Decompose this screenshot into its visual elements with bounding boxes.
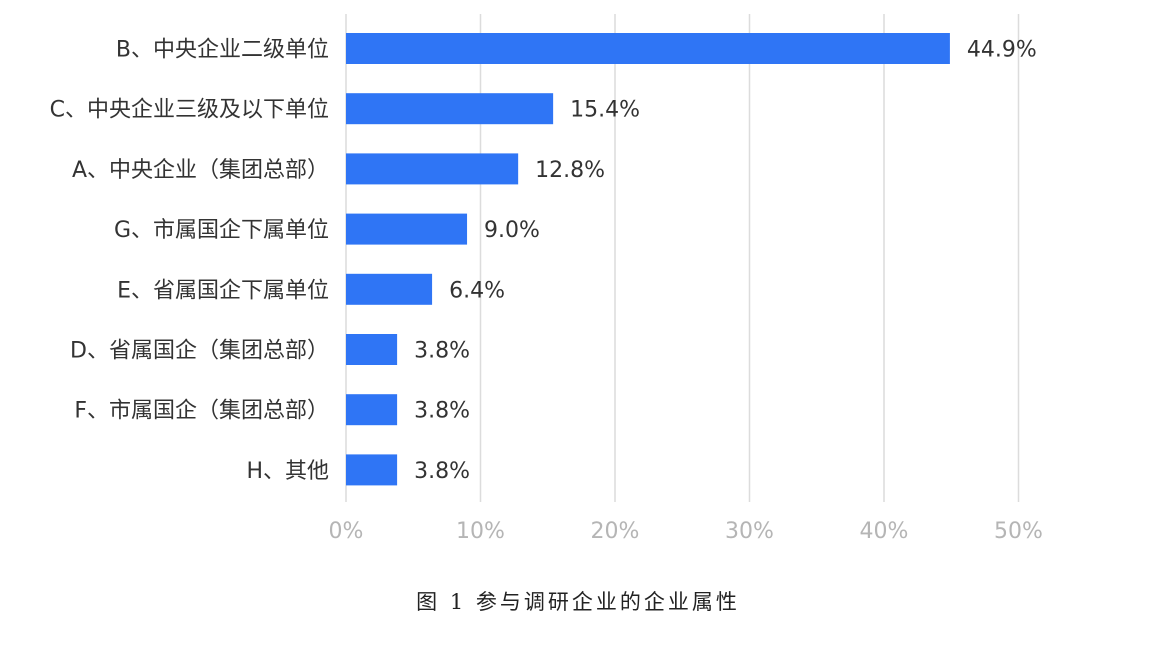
gridlines	[345, 14, 1020, 502]
bar	[346, 33, 950, 64]
value-label: 3.8%	[414, 459, 470, 484]
category-label: C、中央企业三级及以下单位	[50, 98, 329, 123]
category-labels: B、中央企业二级单位 C、中央企业三级及以下单位 A、中央企业（集团总部） G、市属国…	[50, 38, 329, 484]
value-label: 15.4%	[570, 98, 640, 123]
value-label: 44.9%	[967, 38, 1037, 63]
value-label: 12.8%	[535, 158, 605, 183]
x-tick-label: 40%	[860, 519, 909, 544]
category-label: D、省属国企（集团总部）	[70, 339, 329, 364]
bar	[346, 273, 433, 305]
bar	[346, 153, 519, 185]
bar	[346, 213, 468, 245]
value-label: 3.8%	[414, 339, 470, 364]
figure-caption: 图 1 参与调研企业的企业属性	[416, 590, 740, 614]
value-labels: 44.9% 15.4% 12.8% 9.0% 6.4% 3.8% 3.8% 3.8%	[414, 38, 1037, 484]
x-tick-label: 0%	[329, 519, 364, 544]
bar-chart: B、中央企业二级单位 C、中央企业三级及以下单位 A、中央企业（集团总部） G、市属国…	[50, 14, 1043, 544]
value-label: 3.8%	[414, 399, 470, 424]
value-label: 6.4%	[449, 278, 505, 303]
bar	[346, 334, 398, 365]
category-label: B、中央企业二级单位	[116, 38, 329, 63]
category-label: A、中央企业（集团总部）	[72, 158, 329, 183]
category-label: H、其他	[246, 459, 329, 484]
value-label: 9.0%	[484, 218, 540, 243]
bar	[346, 93, 554, 125]
category-label: E、省属国企下属单位	[117, 278, 329, 303]
bars	[346, 33, 950, 486]
x-axis-ticks: 0% 10% 20% 30% 40% 50%	[329, 519, 1043, 544]
x-tick-label: 50%	[994, 519, 1043, 544]
x-tick-label: 20%	[591, 519, 640, 544]
x-tick-label: 30%	[725, 519, 774, 544]
x-tick-label: 10%	[456, 519, 505, 544]
bar	[346, 394, 398, 426]
category-label: G、市属国企下属单位	[114, 218, 329, 243]
bar	[346, 454, 398, 486]
category-label: F、市属国企（集团总部）	[74, 399, 329, 424]
